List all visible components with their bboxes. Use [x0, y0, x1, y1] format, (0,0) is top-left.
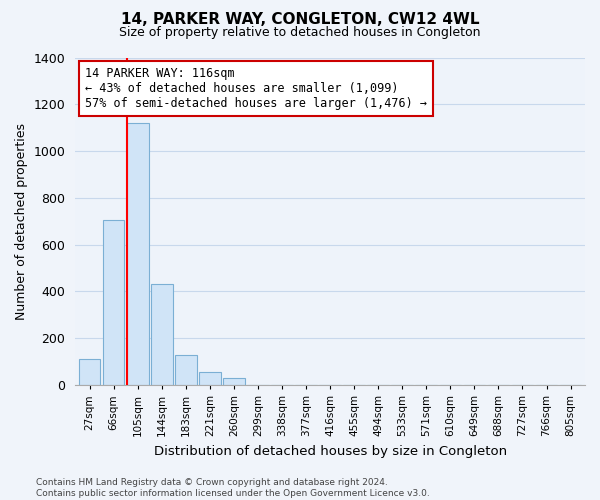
X-axis label: Distribution of detached houses by size in Congleton: Distribution of detached houses by size …	[154, 444, 506, 458]
Bar	[127, 123, 149, 385]
Y-axis label: Number of detached properties: Number of detached properties	[15, 123, 28, 320]
Bar	[103, 220, 124, 385]
Text: 14 PARKER WAY: 116sqm
← 43% of detached houses are smaller (1,099)
57% of semi-d: 14 PARKER WAY: 116sqm ← 43% of detached …	[85, 68, 427, 110]
Bar	[151, 284, 173, 385]
Bar	[175, 354, 197, 385]
Bar	[79, 360, 100, 385]
Text: 14, PARKER WAY, CONGLETON, CW12 4WL: 14, PARKER WAY, CONGLETON, CW12 4WL	[121, 12, 479, 28]
Bar	[223, 378, 245, 385]
Bar	[199, 372, 221, 385]
Text: Size of property relative to detached houses in Congleton: Size of property relative to detached ho…	[119, 26, 481, 39]
Text: Contains HM Land Registry data © Crown copyright and database right 2024.
Contai: Contains HM Land Registry data © Crown c…	[36, 478, 430, 498]
